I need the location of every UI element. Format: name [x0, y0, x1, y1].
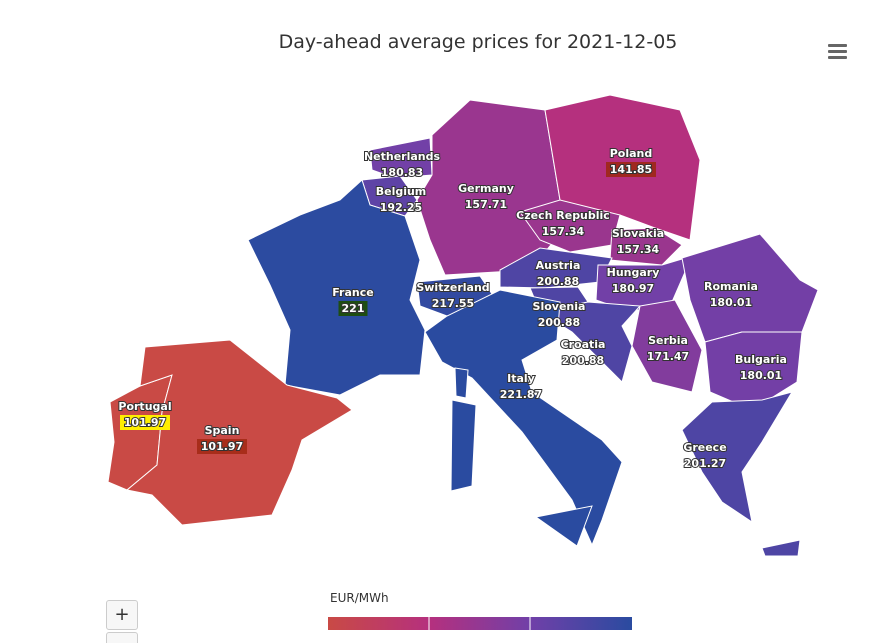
- country-shape: [454, 367, 469, 399]
- country-value: 221.87: [500, 388, 542, 401]
- country-shape: [704, 331, 803, 411]
- zoom-out-button[interactable]: [106, 632, 138, 643]
- country-shape: [424, 289, 623, 547]
- country-value: 180.01: [710, 296, 752, 309]
- country-value: 201.27: [684, 457, 726, 470]
- country-value: 200.88: [562, 354, 604, 367]
- chart-title: Day-ahead average prices for 2021-12-05: [279, 31, 678, 53]
- country-shape: [631, 299, 703, 393]
- country-value: 157.71: [465, 198, 507, 211]
- country-shape: [247, 179, 426, 396]
- country-name: Czech Republic: [516, 209, 610, 222]
- menu-icon[interactable]: [828, 44, 847, 59]
- country-name: Spain: [205, 424, 240, 437]
- value-highlight: [197, 439, 247, 454]
- value-highlight: [120, 415, 170, 430]
- country-shape: [534, 505, 593, 547]
- country-name: Greece: [683, 441, 726, 454]
- country-value: 157.34: [542, 225, 585, 238]
- country-name: Romania: [704, 280, 758, 293]
- country-value: 192.25: [380, 201, 422, 214]
- country-name: Slovenia: [533, 300, 586, 313]
- country-shape: [369, 137, 433, 179]
- value-highlight: [338, 301, 368, 316]
- country-value: 180.01: [740, 369, 782, 382]
- country-shape: [125, 339, 353, 526]
- country-name: France: [332, 286, 373, 299]
- country-value: 157.34: [617, 243, 660, 256]
- country-name: Switzerland: [416, 281, 489, 294]
- country-value: 221: [342, 302, 365, 315]
- country-value: 200.88: [537, 275, 579, 288]
- country-name: Croatia: [561, 338, 606, 351]
- country-shape: [450, 399, 477, 492]
- country-shape: [609, 227, 683, 266]
- country-shape: [761, 539, 801, 557]
- country-name: Portugal: [118, 400, 171, 413]
- country-name: Bulgaria: [735, 353, 787, 366]
- country-name: Serbia: [648, 334, 688, 347]
- zoom-in-button[interactable]: +: [106, 600, 138, 630]
- country-value: 101.97: [124, 416, 166, 429]
- country-value: 180.97: [612, 282, 654, 295]
- value-highlight: [606, 162, 656, 177]
- country-value: 217.55: [432, 297, 474, 310]
- country-value: 180.83: [381, 166, 423, 179]
- country-value: 171.47: [647, 350, 689, 363]
- country-value: 101.97: [201, 440, 243, 453]
- country-shape: [538, 301, 642, 383]
- country-name: Germany: [458, 182, 514, 195]
- country-name: Netherlands: [364, 150, 441, 163]
- legend-bar: [328, 617, 632, 630]
- country-name: Slovakia: [612, 227, 664, 240]
- country-name: Poland: [610, 147, 653, 160]
- country-name: Austria: [536, 259, 581, 272]
- country-name: Hungary: [607, 266, 660, 279]
- country-value: 200.88: [538, 316, 580, 329]
- legend-title: EUR/MWh: [330, 591, 389, 605]
- country-name: Italy: [507, 372, 535, 385]
- country-value: 141.85: [610, 163, 652, 176]
- country-name: Belgium: [376, 185, 427, 198]
- country-shape: [681, 391, 794, 524]
